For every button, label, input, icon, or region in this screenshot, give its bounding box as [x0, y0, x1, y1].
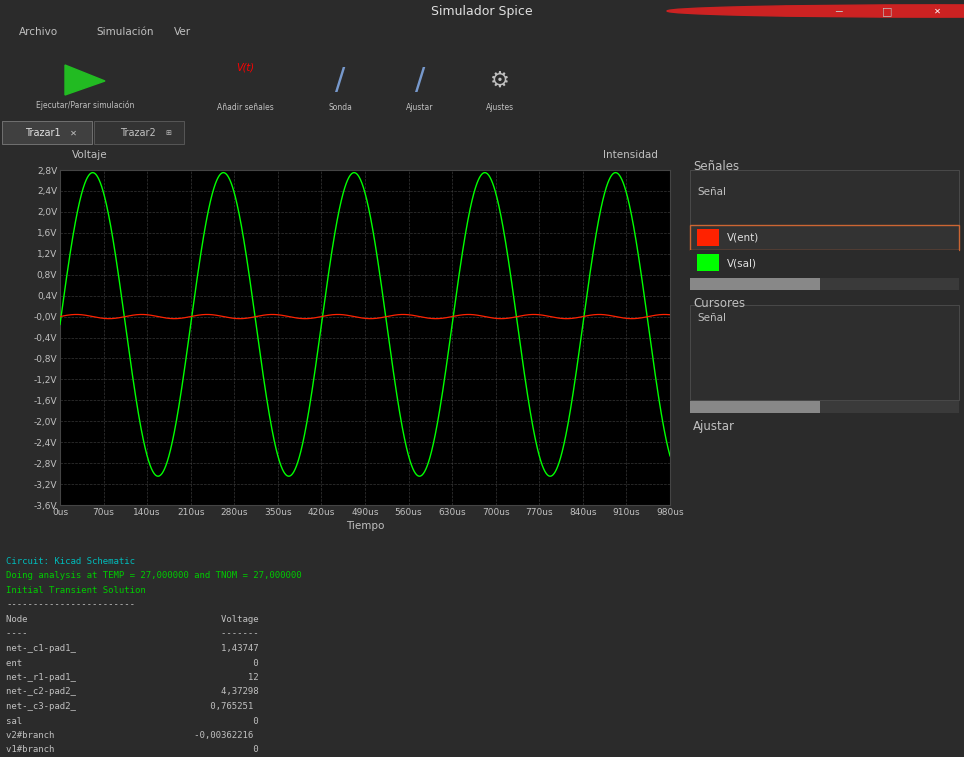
X-axis label: Tiempo: Tiempo — [346, 521, 385, 531]
Text: sal                                           0: sal 0 — [6, 716, 258, 725]
Bar — [94, 121, 184, 144]
Bar — [690, 305, 959, 400]
Text: ⊞: ⊞ — [165, 130, 171, 136]
Text: Añadir señales: Añadir señales — [217, 103, 274, 112]
Text: /: / — [415, 67, 425, 95]
Text: Señal: Señal — [697, 187, 726, 197]
Bar — [697, 254, 719, 271]
Text: Señales: Señales — [693, 160, 739, 173]
Text: ✕: ✕ — [69, 129, 76, 138]
Circle shape — [667, 5, 964, 17]
Text: Voltaje: Voltaje — [72, 150, 108, 160]
Text: Ajustar: Ajustar — [693, 420, 735, 433]
Bar — [690, 170, 959, 225]
Text: Archivo: Archivo — [19, 27, 59, 37]
Polygon shape — [65, 65, 105, 95]
Text: Node                                    Voltage: Node Voltage — [6, 615, 258, 624]
Text: ✕: ✕ — [933, 7, 941, 15]
Text: V(t): V(t) — [236, 63, 254, 73]
Text: V(ent): V(ent) — [727, 233, 760, 243]
Text: Ajustar: Ajustar — [406, 103, 434, 112]
Bar — [690, 250, 959, 275]
Text: V(sal): V(sal) — [727, 258, 757, 268]
Text: Trazar1: Trazar1 — [25, 128, 61, 138]
Text: net-_c2-pad2_                           4,37298: net-_c2-pad2_ 4,37298 — [6, 687, 258, 696]
Text: net-_c1-pad1_                           1,43747: net-_c1-pad1_ 1,43747 — [6, 644, 258, 653]
Text: v1#branch                                     0: v1#branch 0 — [6, 746, 258, 755]
Text: Simulación: Simulación — [96, 27, 154, 37]
Text: Cursores: Cursores — [693, 297, 745, 310]
Text: □: □ — [882, 6, 892, 16]
Text: Ejecutar/Parar simulación: Ejecutar/Parar simulación — [36, 101, 134, 110]
Bar — [2, 121, 92, 144]
Bar — [690, 401, 959, 413]
Text: ⚙: ⚙ — [490, 71, 510, 91]
Text: Doing analysis at TEMP = 27,000000 and TNOM = 27,000000: Doing analysis at TEMP = 27,000000 and T… — [6, 572, 302, 581]
Text: ------------------------: ------------------------ — [6, 600, 135, 609]
Bar — [690, 225, 959, 250]
Text: Señal: Señal — [697, 313, 726, 323]
Bar — [690, 278, 820, 290]
Text: ent                                           0: ent 0 — [6, 659, 258, 668]
Text: v2#branch                          -0,00362216: v2#branch -0,00362216 — [6, 731, 254, 740]
Text: /: / — [335, 67, 345, 95]
Text: Ver: Ver — [174, 27, 191, 37]
Text: Circuit: Kicad Schematic: Circuit: Kicad Schematic — [6, 557, 135, 566]
Text: Initial Transient Solution: Initial Transient Solution — [6, 586, 146, 595]
Bar — [697, 229, 719, 246]
Bar — [690, 401, 820, 413]
Text: ─: ─ — [835, 6, 843, 16]
Text: net-_r1-pad1_                                12: net-_r1-pad1_ 12 — [6, 673, 258, 682]
Text: Sonda: Sonda — [328, 103, 352, 112]
Bar — [690, 278, 959, 290]
Text: net-_c3-pad2_                         0,765251: net-_c3-pad2_ 0,765251 — [6, 702, 254, 711]
Text: Ajustes: Ajustes — [486, 103, 514, 112]
Text: Trazar2: Trazar2 — [120, 128, 156, 138]
Text: Simulador Spice: Simulador Spice — [431, 5, 533, 17]
Text: Intensidad: Intensidad — [602, 150, 657, 160]
Text: ----                                    -------: ---- ------- — [6, 630, 258, 638]
